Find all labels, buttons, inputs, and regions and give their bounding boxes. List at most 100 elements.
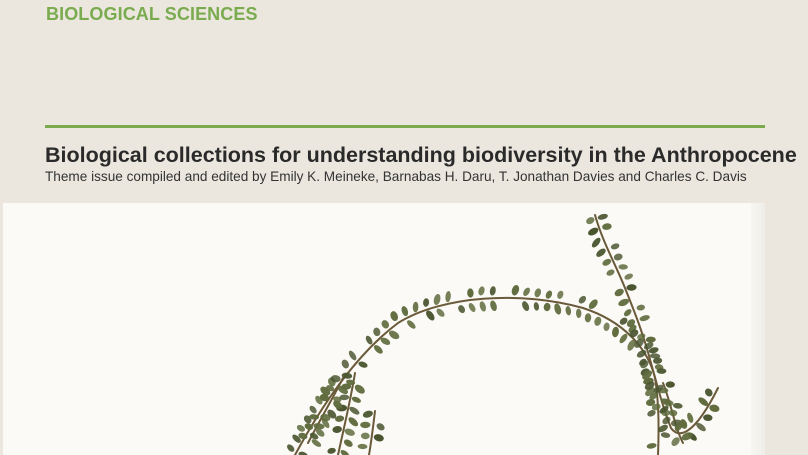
leaf (489, 286, 496, 296)
section-label: BIOLOGICAL SCIENCES (46, 4, 258, 24)
leaf (651, 403, 661, 411)
leaf (311, 439, 322, 447)
leaf (591, 237, 601, 248)
herbarium-plant-icon (287, 213, 720, 455)
leaf (478, 286, 485, 296)
leaf (479, 301, 486, 312)
leaf (348, 350, 357, 361)
leaf (362, 410, 373, 418)
leaf (341, 383, 352, 390)
leaf (618, 264, 628, 270)
leaf (610, 243, 620, 250)
leaf (705, 388, 713, 397)
leaf (327, 447, 336, 454)
leaf (634, 338, 644, 348)
leaf (653, 384, 664, 394)
leaf (703, 414, 713, 422)
leaf (298, 451, 308, 455)
leaf (426, 310, 435, 321)
leaf (646, 443, 657, 449)
leaf (596, 248, 606, 257)
leaf (602, 223, 612, 230)
leaf (358, 361, 368, 368)
leaf (614, 288, 624, 297)
leaf (649, 392, 658, 400)
leaf (309, 432, 319, 440)
leaf (309, 405, 317, 414)
leaf (376, 423, 385, 431)
leaf (594, 316, 602, 326)
leaf (333, 400, 343, 409)
leaf (381, 320, 390, 329)
leaf (390, 311, 399, 322)
leaf (586, 217, 595, 225)
leaf (627, 339, 636, 351)
leaf (388, 330, 400, 340)
leaf (545, 290, 553, 299)
leaf (304, 423, 314, 430)
leaf (696, 422, 706, 432)
leaf (649, 353, 661, 359)
leaf (668, 409, 678, 417)
leaf (597, 213, 608, 220)
leaf (373, 345, 383, 354)
leaf (332, 426, 342, 433)
leaf (468, 303, 476, 312)
leaf (626, 319, 636, 328)
leaf (636, 350, 647, 358)
leaf (346, 379, 356, 386)
leaf (373, 434, 384, 442)
leaf (663, 399, 674, 407)
leaf (671, 437, 680, 446)
leaf (647, 410, 656, 417)
leaf (624, 273, 633, 280)
leaf (327, 409, 337, 419)
leaf (348, 417, 359, 427)
leaf (339, 394, 350, 401)
leaf (636, 304, 645, 311)
leaf (645, 336, 656, 343)
leaf (687, 412, 694, 423)
leaf (436, 308, 445, 317)
leaf (657, 424, 668, 433)
leaf (575, 308, 582, 318)
leaf (326, 385, 335, 392)
leaf (619, 333, 628, 344)
leaf (613, 253, 623, 261)
leaf (360, 432, 370, 440)
leaf (679, 419, 688, 429)
leaf (626, 284, 637, 291)
leaf (709, 404, 720, 412)
leaf (588, 299, 598, 309)
leaf (619, 317, 628, 325)
leaf (321, 418, 330, 429)
issue-title: Biological collections for understanding… (45, 143, 797, 167)
leaf (662, 416, 671, 425)
leaf (412, 301, 419, 313)
leaf (533, 302, 540, 311)
leaf (330, 375, 341, 383)
leaf (637, 333, 646, 340)
leaf (640, 360, 649, 369)
leaf (360, 421, 371, 429)
leaf (341, 372, 353, 379)
leaf (612, 326, 619, 338)
leaf (287, 444, 295, 452)
leaf (660, 432, 671, 438)
issue-editors: Theme issue compiled and edited by Emily… (45, 169, 747, 184)
leaf (606, 269, 615, 276)
herbarium-specimen-image (3, 203, 765, 455)
leaf (380, 337, 391, 345)
leaf (565, 306, 572, 316)
leaf (344, 428, 355, 436)
leaf (602, 258, 612, 266)
leaf (543, 302, 551, 312)
leaf (423, 298, 430, 307)
leaf (698, 397, 709, 407)
leaf (292, 434, 301, 443)
leaf (554, 303, 562, 315)
leaf (643, 342, 654, 350)
leaf (341, 359, 349, 369)
leaf (401, 306, 409, 317)
leaf (603, 322, 610, 332)
